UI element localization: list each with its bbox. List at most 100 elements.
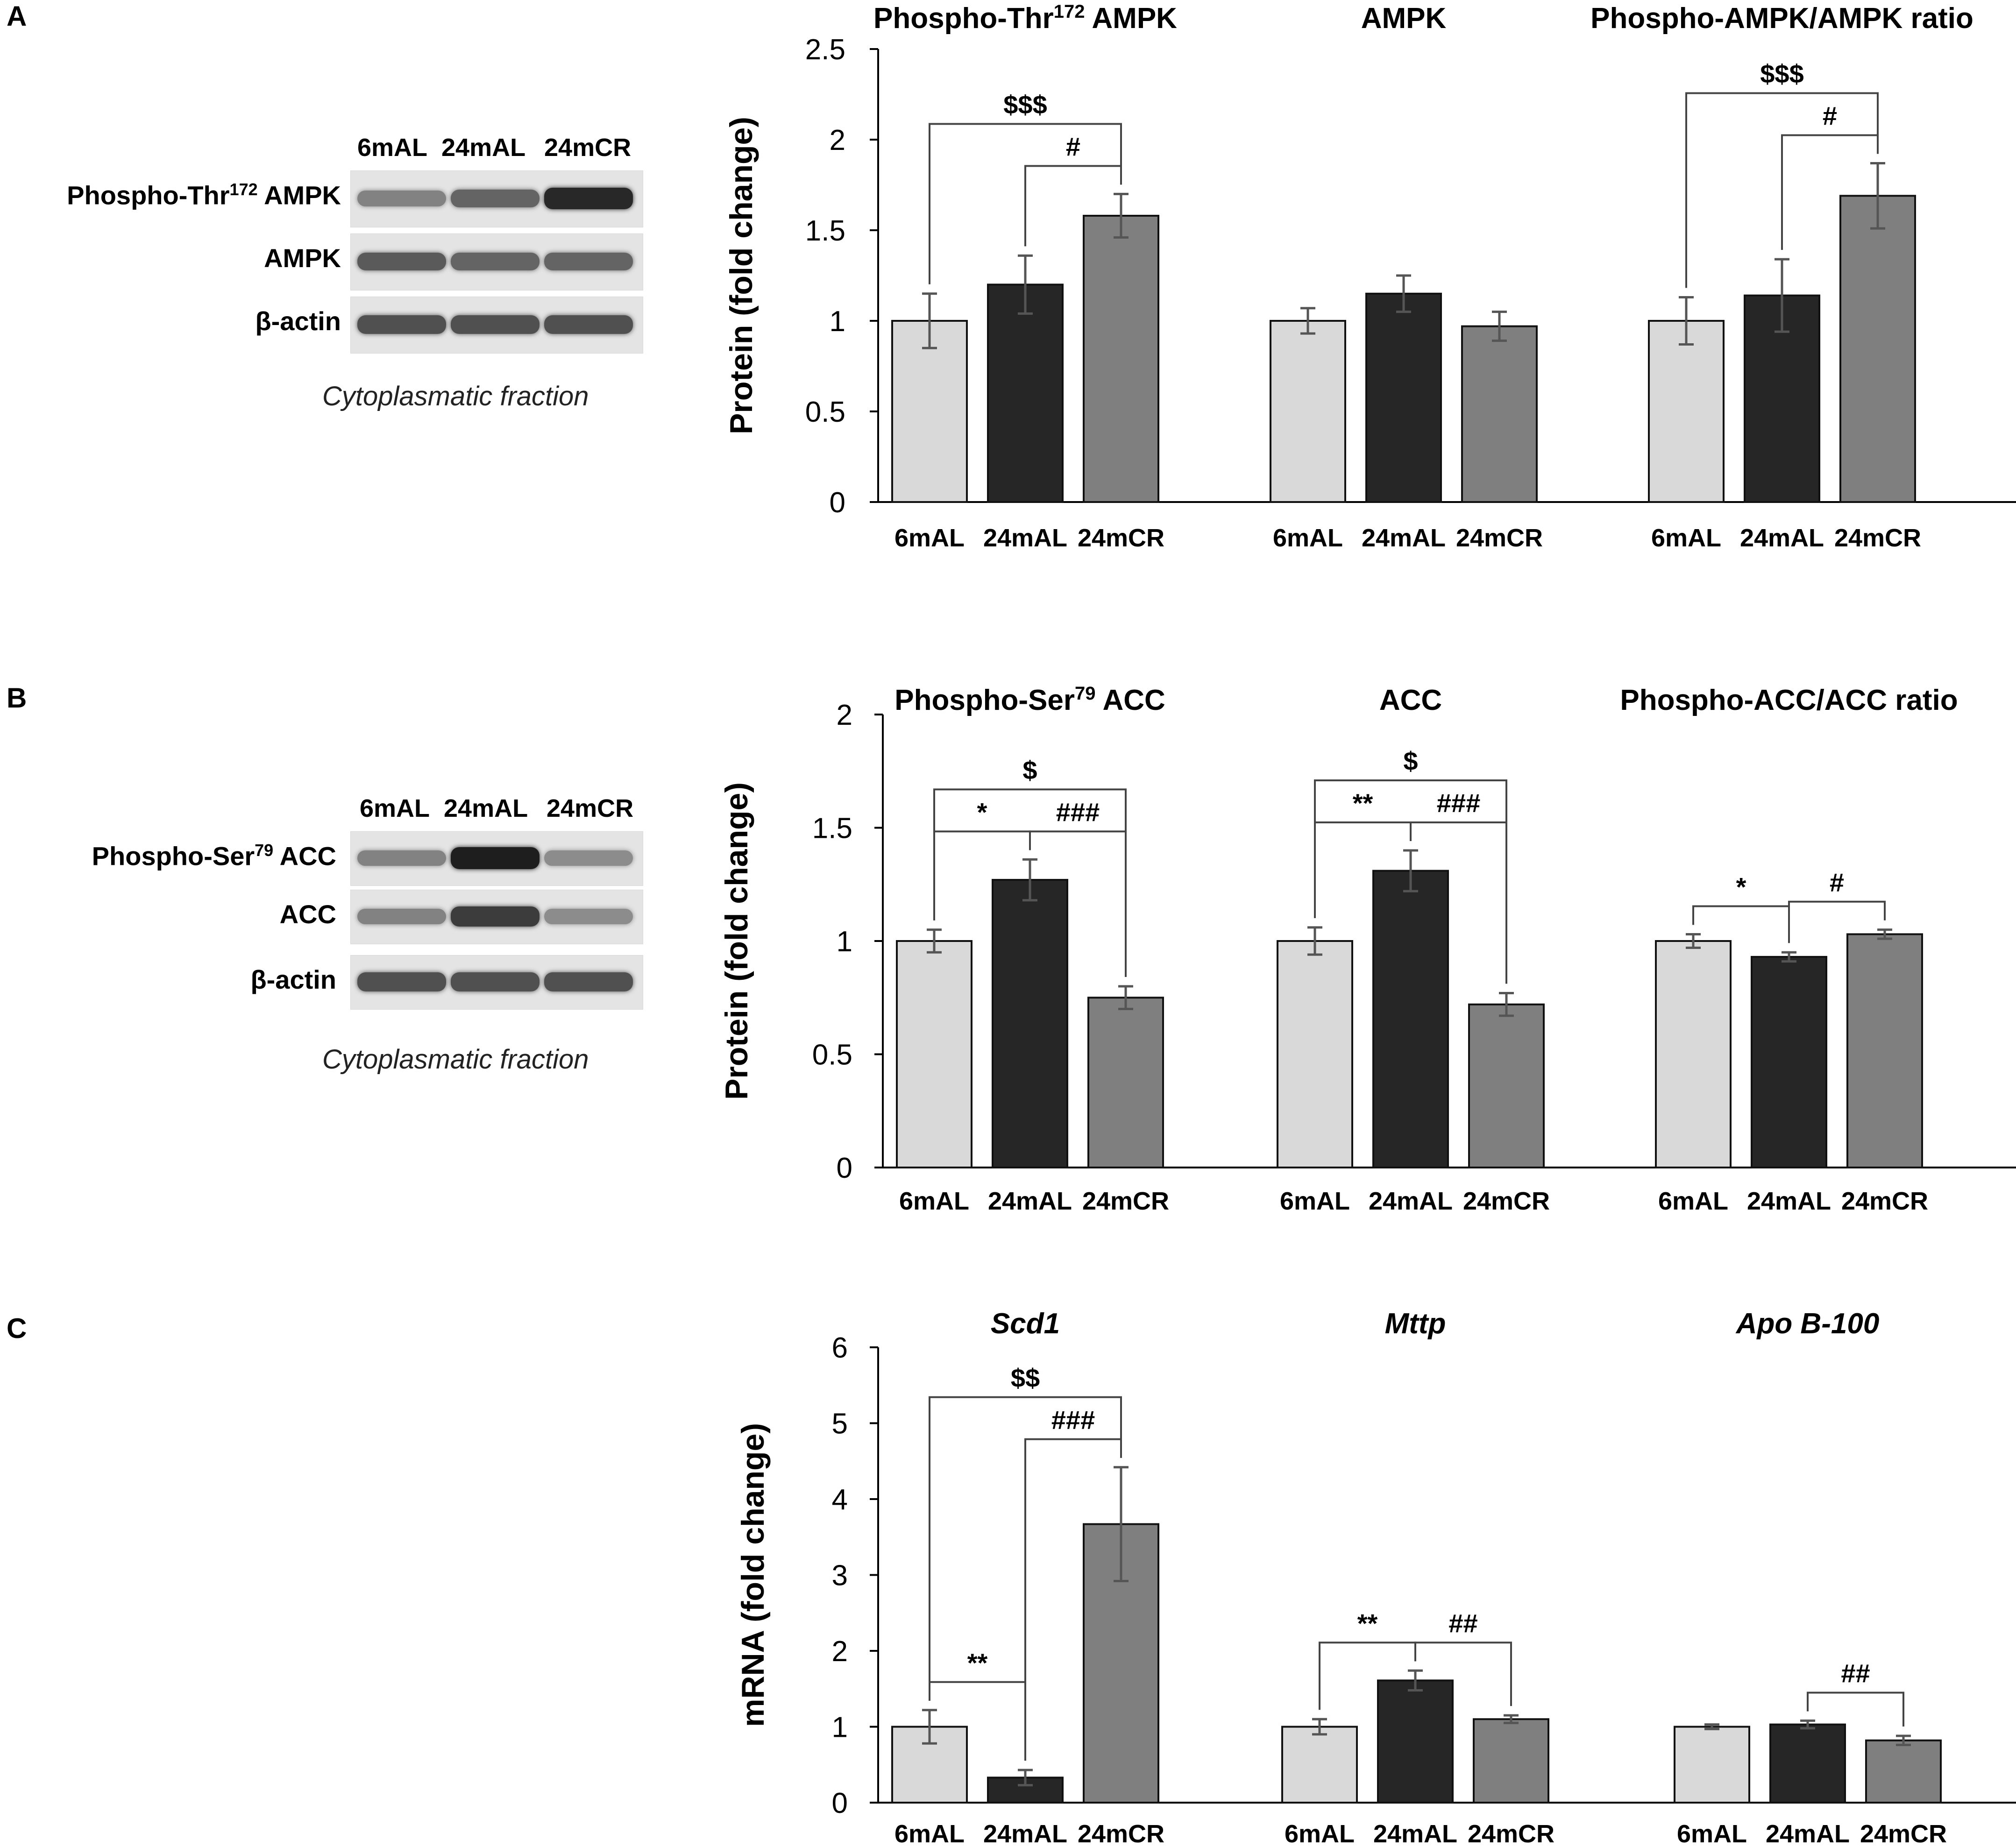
x-category-label: 6mAL bbox=[899, 1187, 969, 1215]
x-category-label: 6mAL bbox=[1677, 1820, 1747, 1847]
x-category-label: 24mCR bbox=[1082, 1187, 1169, 1215]
blot-band bbox=[357, 315, 446, 334]
blot-band bbox=[357, 972, 446, 991]
bar bbox=[1769, 1723, 1846, 1804]
significance-label: # bbox=[1823, 101, 1837, 130]
significance-bracket bbox=[929, 1681, 1026, 1761]
x-category-label: 24mAL bbox=[1747, 1187, 1831, 1215]
significance-label: $ bbox=[1403, 746, 1418, 776]
bar bbox=[1277, 940, 1353, 1168]
group-title: Phospho-AMPK/AMPK ratio bbox=[1590, 2, 1973, 35]
x-category-label: 24mAL bbox=[983, 1820, 1067, 1847]
blot-row-label: ACC bbox=[279, 899, 336, 929]
blot-band bbox=[357, 252, 446, 271]
significance-label: ** bbox=[967, 1648, 988, 1677]
x-category-label: 6mAL bbox=[894, 1820, 965, 1847]
blot-band bbox=[544, 909, 633, 924]
significance-bracket bbox=[929, 1396, 1122, 1701]
significance-label: $$$ bbox=[1760, 59, 1803, 88]
group-title: Phospho-Thr172 AMPK bbox=[873, 1, 1177, 35]
blot-lane-label: 6mAL bbox=[360, 794, 430, 822]
significance-bracket bbox=[1807, 1691, 1904, 1727]
bar bbox=[1655, 940, 1732, 1168]
bar bbox=[1473, 1718, 1549, 1804]
y-tick-label: 5 bbox=[832, 1408, 848, 1440]
y-tick-label: 3 bbox=[832, 1560, 848, 1592]
bar bbox=[1365, 292, 1442, 503]
blot-row-label: AMPK bbox=[264, 243, 341, 273]
bar bbox=[987, 283, 1064, 503]
x-category-label: 6mAL bbox=[1273, 524, 1343, 552]
blot-band bbox=[451, 847, 539, 869]
x-category-label: 24mAL bbox=[983, 524, 1067, 552]
blot-band bbox=[451, 190, 539, 207]
blot-band bbox=[357, 191, 446, 206]
x-category-label: 6mAL bbox=[1658, 1187, 1728, 1215]
blot-band bbox=[451, 906, 539, 927]
y-tick-label: 1 bbox=[837, 926, 852, 958]
significance-bracket bbox=[1414, 1642, 1512, 1706]
bar bbox=[1461, 325, 1538, 503]
y-tick-label: 4 bbox=[832, 1484, 848, 1516]
y-tick-label: 0 bbox=[830, 487, 845, 519]
significance-label: * bbox=[977, 797, 987, 827]
significance-label: ## bbox=[1448, 1608, 1477, 1638]
bar bbox=[1281, 1726, 1358, 1804]
bar bbox=[1648, 320, 1725, 503]
x-category-label: 6mAL bbox=[1285, 1820, 1355, 1847]
panel-letter-a: A bbox=[7, 0, 27, 32]
x-category-label: 24mCR bbox=[1860, 1820, 1947, 1847]
blot-band bbox=[544, 253, 633, 270]
x-category-label: 24mCR bbox=[1078, 1820, 1164, 1847]
significance-label: ** bbox=[1357, 1608, 1378, 1638]
significance-bracket bbox=[1410, 821, 1507, 984]
bar bbox=[1087, 997, 1164, 1168]
significance-bracket bbox=[1024, 165, 1122, 247]
blot-band bbox=[357, 908, 446, 925]
blot-band bbox=[544, 972, 633, 991]
significance-bracket bbox=[1781, 134, 1879, 250]
blot-band bbox=[451, 253, 539, 270]
bar bbox=[1468, 1003, 1545, 1169]
y-tick-label: 2 bbox=[837, 699, 852, 731]
y-tick-label: 1 bbox=[832, 1712, 848, 1744]
blot-band bbox=[451, 972, 539, 991]
blot-band bbox=[544, 850, 633, 866]
x-category-label: 24mCR bbox=[1834, 524, 1921, 552]
x-category-label: 24mAL bbox=[1740, 524, 1824, 552]
bar bbox=[992, 879, 1068, 1169]
bar bbox=[1377, 1679, 1454, 1804]
group-title: Apo B-100 bbox=[1735, 1308, 1880, 1340]
bar bbox=[1839, 195, 1916, 503]
panel-letter-b: B bbox=[7, 682, 27, 714]
blot-row-label: β-actin bbox=[250, 965, 336, 994]
bar bbox=[896, 940, 973, 1168]
bar bbox=[1674, 1726, 1750, 1804]
x-category-label: 6mAL bbox=[1651, 524, 1721, 552]
significance-label: ### bbox=[1056, 797, 1100, 827]
y-axis-title: mRNA (fold change) bbox=[735, 1423, 771, 1727]
group-title: Mttp bbox=[1385, 1308, 1446, 1340]
blot-band bbox=[451, 315, 539, 334]
x-category-label: 6mAL bbox=[894, 524, 965, 552]
x-category-label: 24mAL bbox=[1373, 1820, 1457, 1847]
bar bbox=[891, 320, 968, 503]
bar bbox=[1751, 955, 1827, 1168]
y-tick-label: 1 bbox=[830, 305, 845, 338]
significance-bracket bbox=[1024, 1438, 1122, 1761]
significance-label: # bbox=[1066, 132, 1080, 161]
x-category-label: 24mCR bbox=[1456, 524, 1543, 552]
y-tick-label: 1.5 bbox=[805, 215, 845, 247]
x-category-label: 24mAL bbox=[1369, 1187, 1453, 1215]
blot-row-label: Phospho-Thr172 AMPK bbox=[67, 180, 341, 210]
y-axis-title: Protein (fold change) bbox=[724, 117, 759, 434]
x-category-label: 24mCR bbox=[1463, 1187, 1550, 1215]
x-category-label: 6mAL bbox=[1280, 1187, 1350, 1215]
y-axis-title: Protein (fold change) bbox=[719, 782, 754, 1100]
blot-lane-label: 24mCR bbox=[544, 134, 632, 162]
y-tick-label: 2 bbox=[830, 124, 845, 156]
blot-band bbox=[357, 850, 446, 866]
y-tick-label: 2 bbox=[832, 1635, 848, 1668]
x-category-label: 24mAL bbox=[1362, 524, 1446, 552]
